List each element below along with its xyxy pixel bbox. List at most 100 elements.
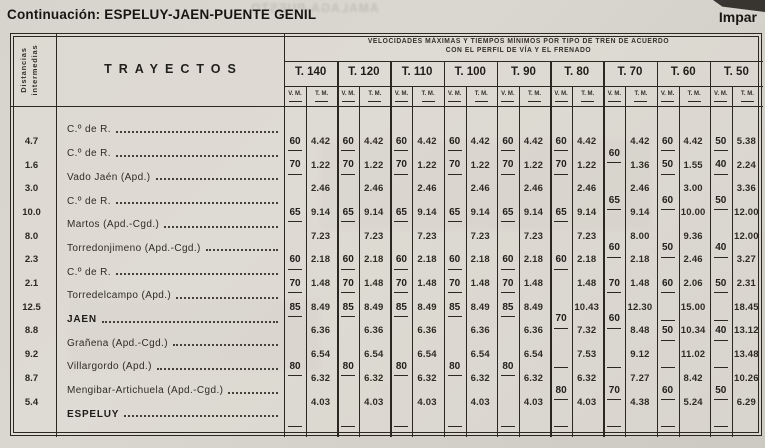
vm-section-underline (341, 268, 356, 270)
vm-section-underline (288, 315, 302, 317)
distance-value: 8.7 (24, 372, 39, 384)
vm-value: 50 (661, 159, 674, 171)
vm-value: 65 (449, 206, 461, 218)
vm-section-underline (554, 398, 569, 400)
tm-header: T. M. (421, 91, 435, 97)
tm-header: T. M. (581, 91, 595, 97)
tm-value: 9.14 (577, 206, 597, 218)
tm-value: 1.48 (523, 278, 544, 290)
distances-column-header: Distancias intermedias (19, 37, 47, 103)
tm-value: 3.27 (736, 254, 757, 266)
table-vertical-rule (572, 86, 573, 437)
tm-value: 8.49 (310, 301, 331, 313)
tm-value: 5.24 (683, 396, 703, 408)
tm-value: 6.32 (364, 372, 384, 384)
tm-header: T. M. (474, 91, 488, 97)
vm-value: 70 (289, 277, 301, 289)
tm-value: 8.48 (630, 325, 650, 337)
station-label: C.º de R. (67, 148, 111, 160)
tm-value: 4.38 (630, 396, 650, 408)
table-vertical-rule (56, 34, 58, 437)
tm-value: 2.06 (683, 278, 703, 290)
tm-value: 6.36 (417, 325, 437, 337)
vm-section-underline (713, 173, 728, 175)
tm-value: 4.42 (417, 135, 437, 147)
tm-value: 1.48 (470, 278, 490, 290)
dotted-leader (205, 249, 278, 252)
tm-value: 2.46 (417, 183, 437, 195)
tm-value: 10.26 (733, 372, 759, 384)
vm-value: 60 (342, 135, 354, 147)
vm-value: 60 (289, 254, 301, 266)
tm-value: 6.36 (310, 325, 331, 337)
tm-value: 8.49 (523, 301, 544, 313)
distance-value: 10.0 (22, 206, 41, 218)
tm-value: 2.18 (470, 254, 490, 266)
vm-value: 80 (342, 360, 354, 372)
vm-section-underline (394, 375, 409, 377)
vm-value: 60 (395, 254, 407, 266)
tm-value: 2.46 (683, 254, 703, 266)
station-row: C.º de R. (67, 189, 281, 213)
vm-section-dash (341, 426, 356, 428)
vm-section-underline (394, 221, 409, 223)
tm-value: 4.42 (683, 135, 703, 147)
vm-value: 50 (715, 135, 727, 147)
distance-value: 2.1 (24, 278, 39, 290)
tm-value: 7.23 (470, 230, 490, 242)
vm-section-underline (660, 256, 675, 258)
tm-value: 10.43 (574, 301, 600, 313)
table-vertical-rule (709, 61, 712, 437)
vm-section-underline (394, 315, 409, 317)
tm-value: 8.49 (364, 301, 384, 313)
vm-value: 80 (395, 360, 407, 372)
vm-section-underline (713, 398, 728, 400)
vm-header: V. M. (288, 91, 302, 97)
tm-value: 2.46 (577, 183, 597, 195)
tm-value: 13.12 (733, 325, 759, 337)
table-horizontal-rule (284, 86, 763, 87)
tm-value: 4.42 (630, 135, 650, 147)
vm-value: 70 (502, 277, 514, 289)
vm-header: V. M. (714, 91, 728, 97)
tm-value: 4.03 (523, 396, 544, 408)
tm-value: 1.48 (417, 278, 437, 290)
dotted-leader (228, 391, 278, 394)
vm-section-underline (554, 327, 569, 329)
vm-value: 65 (342, 206, 354, 218)
vm-section-underline (660, 292, 675, 294)
train-type-header: T. 110 (401, 66, 433, 78)
vm-section-underline (341, 375, 356, 377)
table-horizontal-rule (11, 105, 763, 108)
tm-header: T. M. (740, 91, 754, 97)
vm-section-dash (713, 367, 728, 368)
vm-value: 80 (555, 384, 567, 396)
vm-section-underline (607, 209, 622, 211)
vm-value: 60 (449, 135, 461, 147)
vm-value: 85 (395, 301, 407, 313)
train-type-header: T. 120 (348, 66, 380, 78)
page-title: Continuación: ESPELUY-JAEN-PUENTE GENIL (7, 7, 317, 22)
distances-header-line2: intermedias (29, 44, 39, 96)
tm-header-underline (315, 100, 329, 102)
tm-value: 10.34 (680, 325, 706, 337)
vm-header-underline (341, 100, 355, 102)
vm-section-underline (554, 221, 569, 223)
tm-value: 6.29 (736, 396, 757, 408)
dotted-leader (124, 415, 278, 418)
vm-header-underline (607, 100, 621, 102)
tm-value: 6.36 (523, 325, 544, 337)
vm-section-underline (660, 150, 675, 152)
train-type-header: T. 90 (511, 66, 536, 78)
tm-value: 12.00 (733, 230, 759, 242)
tm-value: 1.55 (683, 159, 703, 171)
station-row: Martos (Apd.-Cgd.) (67, 213, 281, 237)
dotted-leader (176, 296, 278, 299)
vm-section-underline (607, 398, 622, 400)
vm-section-underline (288, 221, 302, 223)
vm-section-underline (713, 292, 728, 294)
tm-header-underline (687, 100, 701, 102)
vm-section-underline (607, 161, 622, 163)
table-vertical-rule (656, 61, 658, 437)
vm-value: 70 (289, 159, 301, 171)
